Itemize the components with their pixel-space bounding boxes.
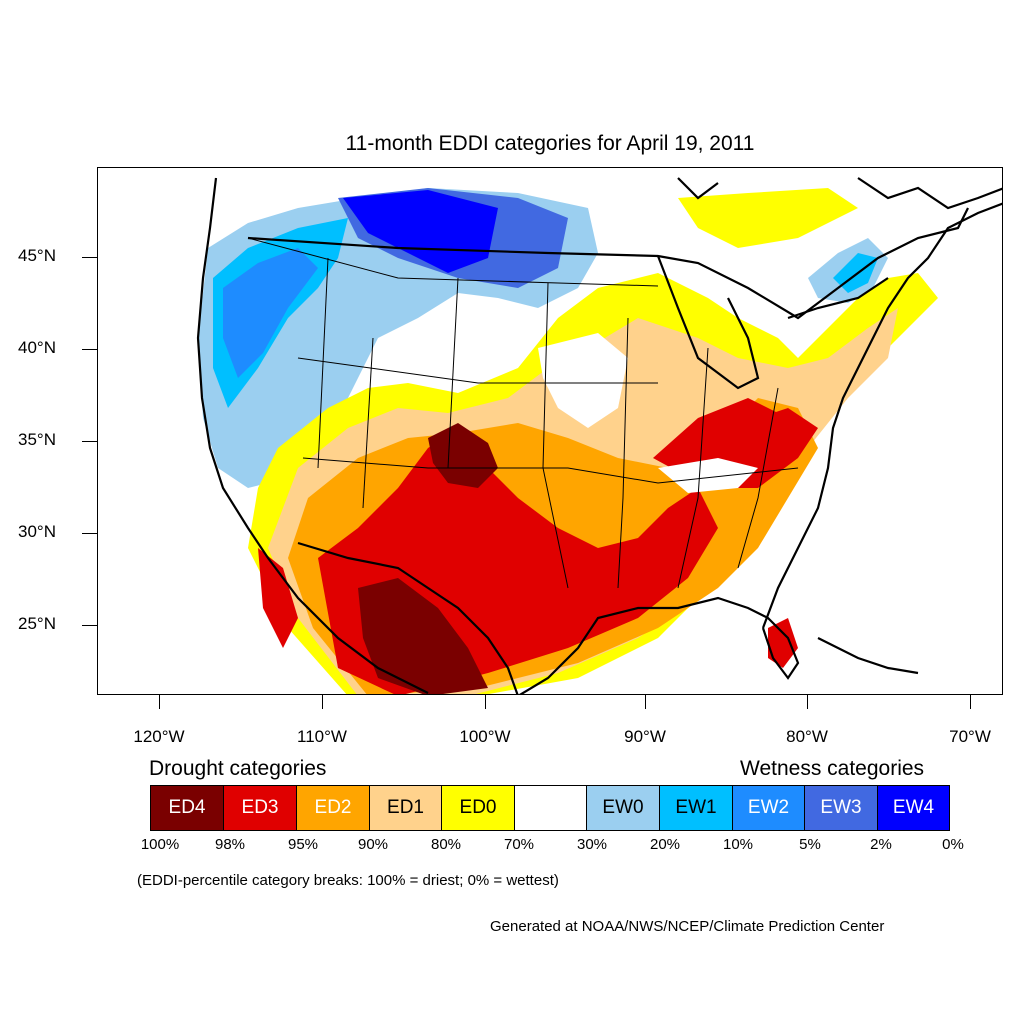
lon-tick: [322, 695, 323, 709]
lon-tick: [807, 695, 808, 709]
legend-box-ed2: ED2: [296, 785, 370, 831]
lat-label: 35°N: [18, 430, 56, 449]
lon-tick: [485, 695, 486, 709]
legend-label: ED0: [459, 797, 497, 818]
percent-break: 10%: [722, 836, 754, 853]
percent-break: 95%: [287, 836, 319, 853]
coastline-and-borders: [196, 177, 1002, 694]
percent-break: 90%: [357, 836, 389, 853]
percent-break: 5%: [799, 836, 821, 853]
lon-tick: [970, 695, 971, 709]
legend-box-ew4: EW4: [877, 785, 950, 831]
lat-label: 45°N: [18, 246, 56, 265]
lon-label: 100°W: [459, 727, 511, 746]
lat-tick: [82, 533, 97, 534]
legend-label: ED2: [314, 797, 352, 818]
eddi-map-graphic: [196, 177, 1002, 694]
lat-tick: [82, 625, 97, 626]
white-region-midwest: [538, 333, 628, 428]
legend-label: EW0: [602, 797, 644, 818]
lat-tick: [82, 441, 97, 442]
legend-box-ed4: ED4: [150, 785, 224, 831]
lat-label: 25°N: [18, 614, 56, 633]
legend-label: EW3: [820, 797, 862, 818]
percent-break: 0%: [942, 836, 964, 853]
ew4-region-plains: [343, 190, 498, 273]
percent-break: 80%: [430, 836, 462, 853]
lat-tick: [82, 349, 97, 350]
legend-label: ED1: [387, 797, 424, 818]
map-title: 11-month EDDI categories for April 19, 2…: [345, 132, 755, 155]
lon-label: 110°W: [297, 727, 347, 746]
percent-break: 30%: [576, 836, 608, 853]
legend-box-ed0: ED0: [441, 785, 515, 831]
ed3-region-midatlantic: [758, 408, 818, 458]
ed4-region-plains: [428, 423, 498, 488]
wetness-categories-heading: Wetness categories: [740, 757, 925, 780]
ed3-region-bajacal: [258, 548, 298, 648]
legend-box-normal: [514, 785, 587, 831]
lat-label: 40°N: [18, 338, 56, 357]
lon-tick: [159, 695, 160, 709]
percent-break: 70%: [503, 836, 535, 853]
lat-tick: [82, 257, 97, 258]
state-boundaries: [247, 237, 799, 589]
lon-tick: [645, 695, 646, 709]
legend-label: EW2: [747, 797, 790, 818]
lon-label: 70°W: [949, 727, 991, 746]
legend-label: EW4: [892, 797, 935, 818]
ed4-region-mexico: [358, 578, 488, 694]
drought-categories-heading: Drought categories: [149, 757, 327, 780]
category-breaks-note: (EDDI-percentile category breaks: 100% =…: [137, 872, 559, 889]
legend-box-ed1: ED1: [369, 785, 442, 831]
legend-box-ew3: EW3: [804, 785, 878, 831]
eddi-map: [97, 167, 1003, 695]
percent-break: 2%: [870, 836, 892, 853]
legend-box-ew2: EW2: [732, 785, 805, 831]
percent-break: 20%: [649, 836, 681, 853]
legend-box-ew0: EW0: [586, 785, 660, 831]
ed0-region-canada: [678, 188, 858, 248]
credit-line: Generated at NOAA/NWS/NCEP/Climate Predi…: [490, 918, 885, 935]
ed3-region-florida: [768, 618, 798, 668]
legend-label: EW1: [675, 797, 717, 818]
lon-label: 120°W: [133, 727, 185, 746]
percent-break: 100%: [140, 836, 180, 853]
lon-label: 90°W: [624, 727, 666, 746]
legend-label: ED3: [241, 797, 279, 818]
percent-break: 98%: [214, 836, 246, 853]
white-region-ohio-valley: [658, 458, 758, 493]
legend-label: ED4: [168, 797, 206, 818]
lon-label: 80°W: [786, 727, 828, 746]
lat-label: 30°N: [18, 522, 56, 541]
legend-box-ed3: ED3: [223, 785, 297, 831]
legend-box-ew1: EW1: [659, 785, 733, 831]
ew2-region-northwest: [223, 248, 318, 378]
